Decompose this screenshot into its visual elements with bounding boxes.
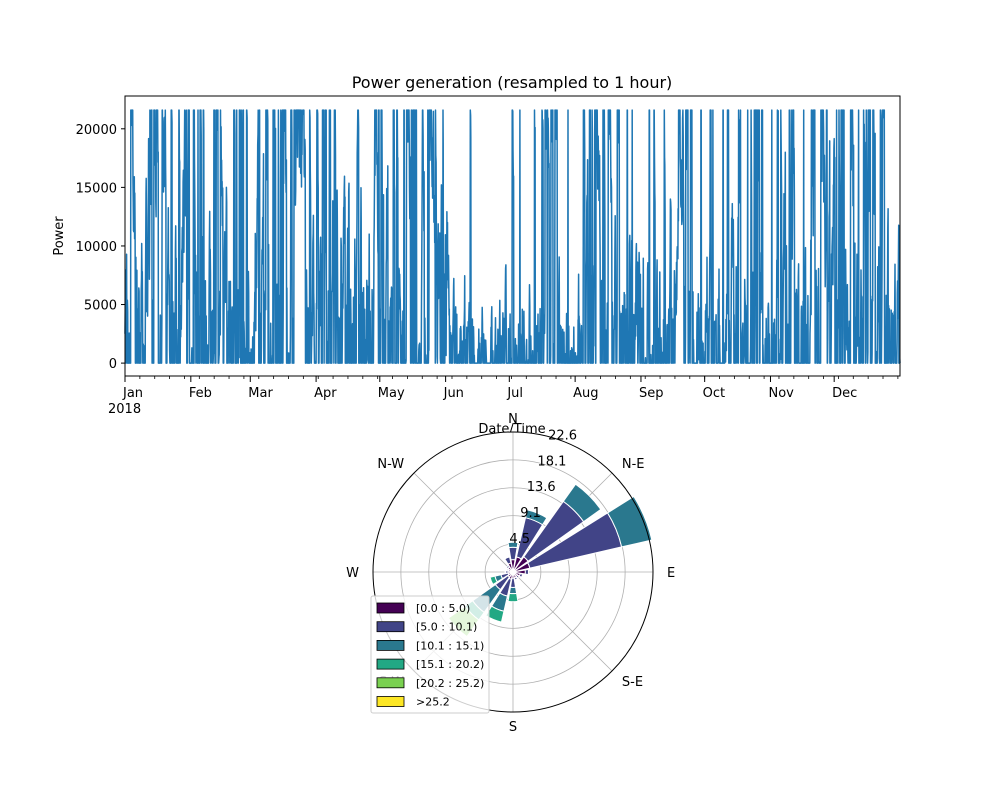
x-tick-label: Sep (639, 386, 664, 401)
legend-label: [10.1 : 15.1) (416, 639, 484, 652)
line-plot-frame (124, 95, 901, 377)
x-tick-label: Oct (703, 386, 725, 401)
x-tick-label: Mar (248, 386, 273, 401)
windrose-bar-segment (507, 592, 519, 603)
x-tick-label: Dec (832, 386, 857, 401)
legend-swatch (376, 677, 405, 689)
y-tick-label: 10000 (76, 240, 117, 255)
legend-label: >25.2 (416, 696, 450, 709)
x-tick-label: May (378, 386, 405, 401)
x-tick-label: Nov (768, 386, 794, 401)
legend-label: [15.1 : 20.2) (416, 658, 484, 671)
y-tick-label: 20000 (76, 123, 117, 138)
windrose-direction-label: E (667, 566, 675, 581)
y-axis-ticks: 0 5000 10000 15000 20000 (76, 123, 125, 372)
windrose-radial-labels: 4.5 9.1 13.6 18.1 22.6 (509, 429, 577, 548)
windrose-legend: [0.0 : 5.0) [5.0 : 10.1) [10.1 : 15.1) [15.… (370, 595, 490, 714)
windrose-radial-label: 4.5 (509, 532, 530, 547)
windrose-bar-segment (562, 483, 602, 523)
windrose-direction-label: S (509, 720, 517, 735)
power-line-chart: Power generation (resampled to 1 hour) 0… (52, 73, 901, 437)
power-series-line (124, 109, 901, 364)
x-tick-label: Feb (189, 386, 212, 401)
windrose-bar-segment (524, 568, 529, 576)
y-tick-label: 15000 (76, 181, 117, 196)
windrose-grid-spoke (413, 472, 514, 573)
windrose-direction-label: N-E (622, 457, 645, 472)
legend-label: [5.0 : 10.1) (416, 621, 477, 634)
windrose-grid-spoke (512, 571, 613, 672)
windrose-bar-segment (503, 555, 511, 560)
legend-swatch (376, 640, 405, 651)
windrose-bar-segment (504, 570, 507, 574)
legend-swatch (376, 602, 405, 614)
x-tick-label: Jan (122, 386, 143, 401)
windrose-direction-label: W (346, 566, 359, 581)
legend-items: [0.0 : 5.0) [5.0 : 10.1) [10.1 : 15.1) [15.… (376, 602, 484, 709)
legend-label: [0.0 : 5.0) (416, 602, 470, 615)
x-tick-label: Apr (314, 386, 337, 401)
windrose-radial-label: 22.6 (548, 429, 577, 444)
windrose-direction-label: S-E (622, 675, 643, 690)
legend-swatch (376, 621, 405, 633)
windrose-bar-segment (524, 509, 548, 526)
x-axis-ticks: Jan Feb Mar Apr May Jun Jul Aug Sep Oct Nov Dec (122, 376, 857, 401)
windrose-bar-segment (508, 586, 518, 595)
windrose-bar-segment (513, 576, 518, 581)
x-axis-year-label: 2018 (108, 402, 141, 417)
windrose-direction-label: N (508, 412, 518, 427)
x-tick-label: Jun (443, 386, 464, 401)
line-chart-title: Power generation (resampled to 1 hour) (352, 73, 673, 92)
windrose-bar-segment (518, 573, 524, 578)
x-tick-label: Aug (573, 386, 598, 401)
legend-label: [20.2 : 25.2) (416, 677, 484, 690)
y-tick-label: 5000 (84, 299, 117, 314)
windrose-direction-labels: NN-EES-ESS-WWN-W (346, 412, 675, 735)
windrose-radial-label: 13.6 (527, 480, 556, 495)
x-axis-minor-ticks (139, 376, 899, 379)
windrose-direction-label: N-W (377, 457, 404, 472)
windrose-outer-ring (372, 431, 654, 713)
legend-swatch (376, 696, 405, 707)
y-axis-label: Power (52, 216, 67, 256)
windrose-radial-label: 18.1 (537, 454, 566, 469)
windrose-bar-segment (507, 541, 519, 549)
x-tick-label: Jul (506, 386, 523, 401)
y-tick-label: 0 (109, 357, 117, 372)
windrose-radial-label: 9.1 (520, 506, 541, 521)
legend-swatch (376, 658, 405, 670)
windrose-bar-segment (489, 575, 498, 586)
windrose-bar-segment (606, 495, 653, 548)
